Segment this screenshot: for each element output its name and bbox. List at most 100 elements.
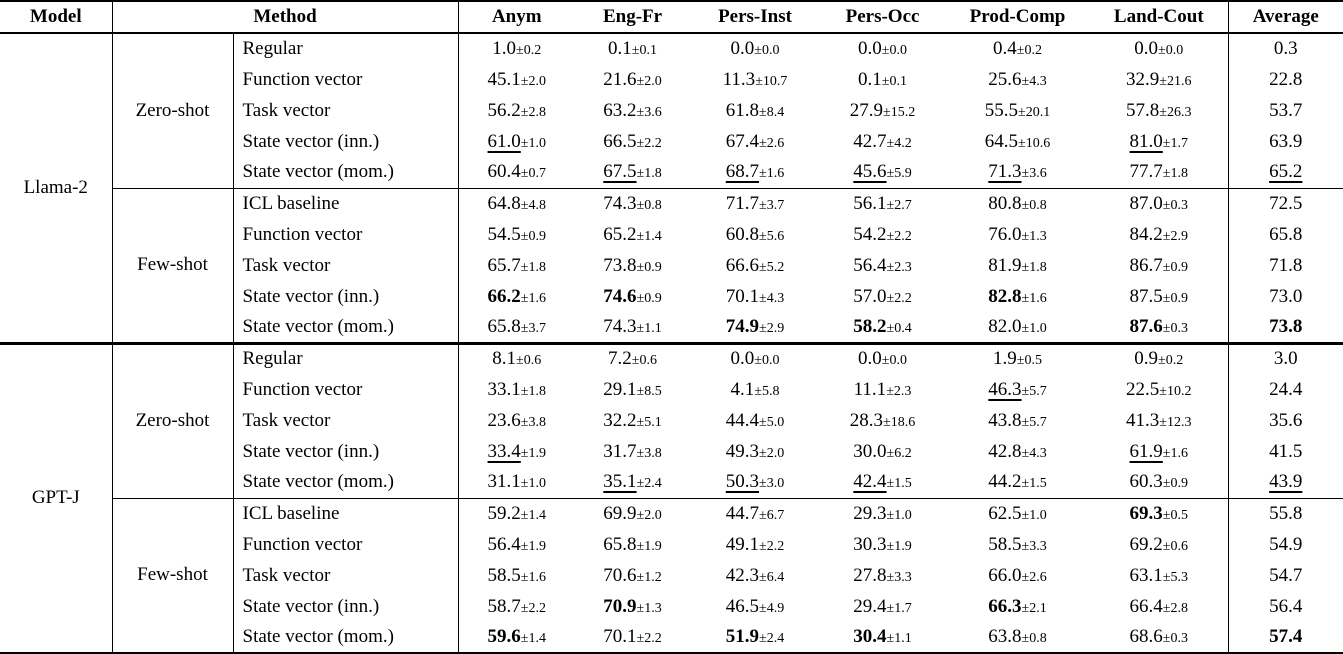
score-value: 70.9 — [603, 595, 637, 617]
score-cell: 49.3±2.0 — [690, 436, 820, 467]
score-cell: 66.3±2.1 — [945, 591, 1090, 622]
score-cell: 65.8±1.9 — [575, 529, 690, 560]
average-cell: 3.0 — [1227, 341, 1343, 374]
score-cell: 31.1±1.0 — [458, 467, 575, 498]
score-std: ±6.7 — [759, 507, 785, 523]
table-row: Function vector 45.1±2.0 21.6±2.0 11.3±10.7… — [0, 64, 1343, 95]
table-row: State vector (mom.) 31.1±1.0 35.1±2.4 50.3±… — [0, 467, 1343, 498]
score-cell: 43.8±5.7 — [945, 405, 1090, 436]
average-cell: 54.9 — [1227, 529, 1343, 560]
score-std: ±0.9 — [636, 259, 662, 275]
score-value: 80.8 — [988, 192, 1022, 214]
score-cell: 64.5±10.6 — [945, 126, 1090, 157]
score-value: 87.5 — [1129, 285, 1163, 307]
score-std: ±3.8 — [636, 445, 662, 461]
score-cell: 61.0±1.0 — [458, 126, 575, 157]
score-value: 56.2 — [487, 99, 521, 121]
score-std: ±5.2 — [759, 259, 785, 275]
average-cell: 22.8 — [1227, 64, 1343, 95]
score-value: 57.4 — [1269, 626, 1303, 647]
score-std: ±15.2 — [883, 104, 916, 120]
score-value: 56.1 — [853, 192, 887, 214]
score-cell: 41.3±12.3 — [1090, 405, 1228, 436]
average-cell: 63.9 — [1227, 126, 1343, 157]
column-header-model: Model — [0, 1, 113, 34]
score-cell: 44.2±1.5 — [945, 467, 1090, 498]
score-cell: 84.2±2.9 — [1090, 219, 1228, 250]
score-std: ±5.7 — [1021, 414, 1047, 430]
score-cell: 51.9±2.4 — [690, 622, 820, 653]
average-cell: 73.0 — [1227, 281, 1343, 312]
score-value: 46.5 — [725, 595, 760, 617]
score-value: 29.1 — [603, 378, 637, 400]
score-value: 76.0 — [988, 223, 1022, 245]
score-std: ±2.6 — [1021, 569, 1047, 585]
score-std: ±0.5 — [1016, 353, 1042, 369]
score-value: 81.9 — [988, 254, 1022, 276]
score-value: 57.0 — [853, 285, 887, 307]
score-std: ±2.0 — [759, 445, 785, 461]
score-std: ±2.7 — [886, 197, 912, 213]
score-value: 77.7 — [1129, 161, 1163, 183]
table-row: Function vector 33.1±1.8 29.1±8.5 4.1±5.8 11… — [0, 374, 1343, 405]
score-std: ±3.8 — [520, 414, 546, 430]
score-cell: 57.0±2.2 — [820, 281, 945, 312]
average-cell: 57.4 — [1227, 622, 1343, 653]
score-std: ±1.9 — [520, 538, 546, 554]
score-value: 42.3 — [725, 564, 760, 586]
score-value: 27.8 — [853, 564, 887, 586]
score-cell: 55.5±20.1 — [945, 95, 1090, 126]
table-row: State vector (inn.) 33.4±1.9 31.7±3.8 49.3±… — [0, 436, 1343, 467]
score-std: ±0.9 — [520, 228, 546, 244]
score-value: 22.5 — [1126, 378, 1160, 400]
table-body: Llama-2 Zero-shot Regular 1.0±0.2 0.1±0.1 0.0… — [0, 33, 1343, 653]
score-value: 42.8 — [988, 440, 1022, 462]
score-value: 32.9 — [1126, 68, 1160, 90]
score-std: ±1.6 — [759, 166, 785, 182]
model-cell: GPT-J — [0, 341, 113, 653]
score-std: ±0.8 — [1021, 631, 1047, 646]
score-std: ±0.0 — [754, 43, 780, 58]
method-cell: State vector (inn.) — [233, 281, 459, 312]
score-cell: 33.1±1.8 — [458, 374, 575, 405]
average-cell: 65.2 — [1227, 157, 1343, 188]
score-cell: 0.0±0.0 — [690, 341, 821, 374]
column-header-method: Method — [112, 1, 459, 34]
score-std: ±0.0 — [881, 353, 907, 369]
score-std: ±10.6 — [1018, 135, 1051, 151]
score-cell: 46.3±5.7 — [945, 374, 1090, 405]
score-value: 74.3 — [603, 192, 637, 214]
score-cell: 69.2±0.6 — [1090, 529, 1228, 560]
score-value: 65.8 — [1269, 223, 1303, 245]
score-cell: 69.9±2.0 — [575, 497, 691, 529]
score-value: 21.6 — [603, 68, 637, 90]
score-cell: 66.2±1.6 — [458, 281, 575, 312]
score-std: ±1.1 — [886, 631, 912, 646]
score-value: 0.0 — [730, 38, 755, 59]
score-std: ±4.3 — [1021, 73, 1047, 89]
score-value: 56.4 — [1269, 595, 1303, 617]
score-cell: 60.4±0.7 — [458, 157, 575, 188]
score-cell: 63.1±5.3 — [1090, 560, 1228, 591]
score-cell: 29.4±1.7 — [820, 591, 945, 622]
score-std: ±0.9 — [1162, 476, 1188, 492]
score-value: 0.4 — [993, 38, 1017, 59]
method-cell: Regular — [233, 33, 459, 64]
score-cell: 11.1±2.3 — [820, 374, 945, 405]
average-cell: 56.4 — [1227, 591, 1343, 622]
table-header: Model Method Anym Eng-Fr Pers-Inst Pers-… — [0, 1, 1343, 34]
score-value: 0.1 — [608, 38, 632, 59]
score-std: ±1.8 — [636, 166, 662, 182]
score-cell: 74.6±0.9 — [575, 281, 690, 312]
score-value: 42.7 — [853, 130, 887, 152]
score-value: 63.2 — [603, 99, 637, 121]
score-std: ±4.3 — [1021, 445, 1047, 461]
score-std: ±5.0 — [759, 414, 785, 430]
score-std: ±2.8 — [520, 104, 546, 120]
score-std: ±1.9 — [636, 538, 662, 554]
score-value: 87.6 — [1129, 315, 1163, 337]
score-value: 54.7 — [1269, 564, 1303, 586]
score-std: ±20.1 — [1018, 104, 1051, 120]
score-std: ±0.0 — [754, 353, 780, 369]
